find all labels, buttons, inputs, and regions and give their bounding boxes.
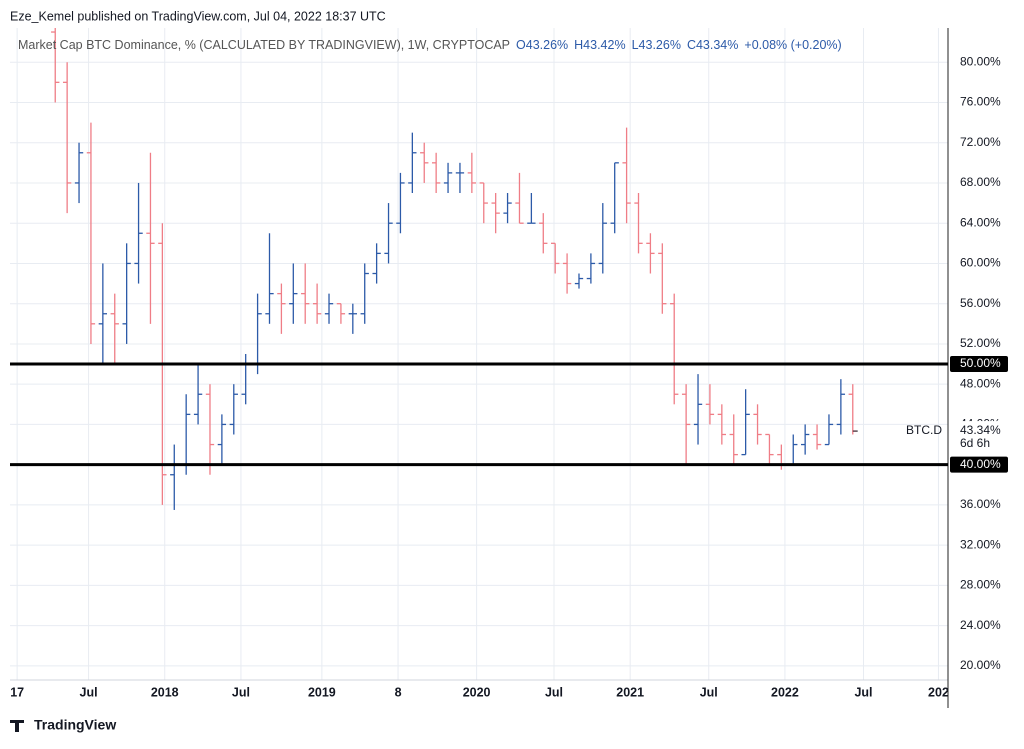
- x-tick-label: 2020: [463, 685, 491, 699]
- y-tick-label: 80.00%: [960, 54, 1001, 68]
- price-tag-box: [950, 421, 1008, 450]
- y-tick-label: 24.00%: [960, 618, 1001, 632]
- price-tag-symbol: BTC.D: [906, 423, 942, 437]
- y-tick-label: 32.00%: [960, 537, 1001, 551]
- bars: [51, 28, 857, 510]
- y-tick-label: 20.00%: [960, 658, 1001, 672]
- x-tick-label: Jul: [232, 685, 250, 699]
- x-tick-label: 202: [928, 685, 949, 699]
- price-label: 40.00%: [960, 457, 1001, 471]
- y-tick-label: 48.00%: [960, 376, 1001, 390]
- x-tick-label: 8: [395, 685, 402, 699]
- x-tick-label: 2018: [151, 685, 179, 699]
- price-label-box: [950, 456, 1008, 473]
- legend-value: H43.42%: [574, 38, 625, 52]
- y-tick-label: 72.00%: [960, 135, 1001, 149]
- y-tick-label: 60.00%: [960, 256, 1001, 270]
- x-tick-label: 2022: [771, 685, 799, 699]
- y-tick-label: 76.00%: [960, 95, 1001, 109]
- legend-value: +0.08% (+0.20%): [744, 38, 841, 52]
- y-tick-label: 56.00%: [960, 296, 1001, 310]
- y-tick-label: 36.00%: [960, 497, 1001, 511]
- x-tick-label: 2019: [308, 685, 336, 699]
- footer-brand: TradingView: [34, 717, 116, 733]
- legend-value: C43.34%: [687, 38, 738, 52]
- legend-value: O43.26%: [516, 38, 568, 52]
- y-tick-label: 68.00%: [960, 175, 1001, 189]
- legend-value: L43.26%: [632, 38, 681, 52]
- x-tick-label: 17: [10, 685, 24, 699]
- x-tick-label: Jul: [80, 685, 98, 699]
- x-tick-label: Jul: [700, 685, 718, 699]
- x-tick-label: Jul: [545, 685, 563, 699]
- x-tick-label: Jul: [854, 685, 872, 699]
- price-tag-value: 43.34%: [960, 423, 1001, 437]
- y-tick-label: 28.00%: [960, 578, 1001, 592]
- legend-title: Market Cap BTC Dominance, % (CALCULATED …: [18, 38, 510, 52]
- y-tick-label: 64.00%: [960, 215, 1001, 229]
- y-tick-label: 52.00%: [960, 336, 1001, 350]
- price-label-box: [950, 356, 1008, 373]
- price-tag-countdown: 6d 6h: [960, 436, 990, 450]
- x-tick-label: 2021: [616, 685, 644, 699]
- logo: [10, 720, 24, 732]
- price-label: 50.00%: [960, 356, 1001, 370]
- legend: Market Cap BTC Dominance, % (CALCULATED …: [18, 38, 842, 52]
- header: Eze_Kemel published on TradingView.com, …: [10, 9, 386, 23]
